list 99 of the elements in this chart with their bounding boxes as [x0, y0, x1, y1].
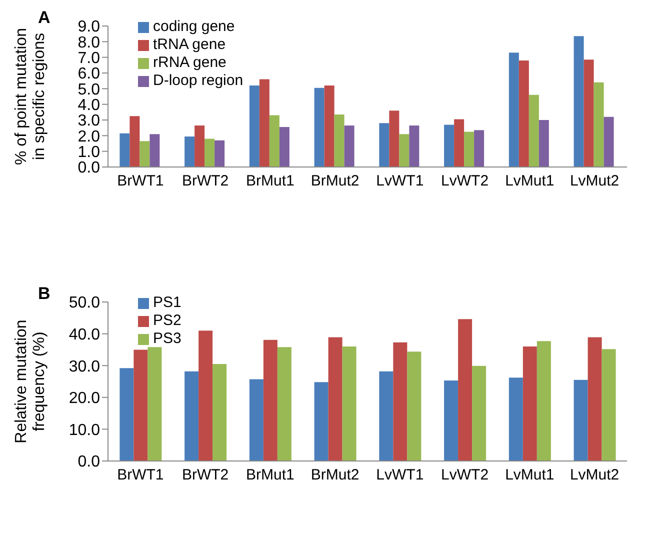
bar	[120, 368, 134, 461]
y-tick-label: 5.0	[78, 81, 100, 98]
y-tick-label: 3.0	[78, 112, 100, 130]
bar	[314, 382, 328, 461]
bar	[464, 132, 474, 167]
bar	[324, 86, 334, 167]
y-tick-label: 50.0	[68, 294, 100, 312]
bar	[269, 115, 280, 167]
bar	[194, 125, 205, 167]
bar	[444, 380, 458, 461]
x-tick-label: LvWT1	[376, 466, 424, 484]
y-tick-label: 40.0	[68, 326, 100, 344]
bar	[214, 140, 225, 167]
bar	[444, 124, 454, 167]
chart-title: A	[38, 8, 50, 28]
legend-label: rRNA gene	[153, 54, 226, 71]
legend-label: D-loop region	[153, 72, 244, 89]
bar	[148, 347, 162, 461]
x-tick-label: BrMut1	[246, 172, 294, 190]
bar	[602, 349, 616, 461]
bar	[198, 330, 213, 461]
y-tick-label: 4.0	[78, 97, 100, 114]
y-tick-label: 1.0	[78, 144, 100, 162]
bar	[407, 352, 422, 461]
bar	[458, 319, 472, 461]
bar	[212, 364, 227, 461]
y-axis-title: Relative mutation frequency (%)	[13, 320, 48, 444]
bar	[328, 337, 342, 461]
bar	[140, 141, 150, 167]
y-tick-label: 7.0	[78, 50, 100, 68]
bar	[454, 119, 464, 167]
legend-label: PS3	[153, 330, 182, 347]
x-tick-label: LvWT2	[441, 466, 489, 484]
bar	[134, 350, 148, 461]
bar	[399, 134, 410, 167]
x-tick-label: LvMut2	[570, 466, 620, 484]
bar	[393, 342, 408, 461]
y-axis-title: % of point mutation in specific regions	[13, 28, 48, 165]
bar	[518, 60, 529, 167]
bar	[120, 133, 130, 167]
bar	[249, 379, 264, 461]
x-tick-label: LvMut1	[505, 466, 554, 484]
bar	[536, 341, 551, 461]
bar	[344, 125, 354, 167]
y-tick-label: 9.0	[78, 18, 100, 36]
bar	[594, 82, 604, 167]
bar	[409, 125, 420, 167]
y-tick-label: 20.0	[68, 390, 100, 408]
bar	[263, 340, 278, 461]
bar	[184, 136, 195, 167]
chart-title: B	[38, 284, 50, 304]
bar	[538, 120, 549, 167]
bar	[508, 52, 519, 167]
x-tick-label: LvMut2	[570, 172, 620, 190]
bar	[334, 114, 344, 167]
bar	[249, 86, 260, 167]
bar	[204, 138, 215, 167]
bar	[588, 337, 602, 461]
y-tick-label: 30.0	[68, 358, 100, 376]
bar	[130, 116, 140, 167]
y-tick-label: 2.0	[78, 128, 100, 146]
bar	[574, 380, 588, 461]
y-tick-label: 0.0	[78, 160, 100, 177]
x-tick-label: BrWT1	[117, 172, 164, 190]
bar	[604, 116, 614, 167]
bar	[314, 88, 324, 167]
bar	[259, 79, 270, 167]
y-tick-label: 10.0	[68, 422, 100, 439]
bar	[528, 94, 539, 167]
bar	[508, 378, 523, 461]
bar	[389, 110, 400, 167]
bar	[184, 371, 199, 461]
bar	[474, 130, 484, 167]
bar	[584, 60, 594, 167]
bar	[279, 127, 290, 167]
x-tick-label: BrWT1	[117, 466, 164, 484]
x-tick-label: BrMut2	[310, 466, 360, 484]
legend-label: PS2	[153, 312, 182, 329]
x-tick-label: LvWT1	[376, 172, 424, 190]
y-tick-label: 0.0	[78, 454, 100, 471]
legend-label: tRNA gene	[153, 36, 226, 53]
bar	[574, 36, 584, 167]
y-tick-label: 6.0	[78, 66, 100, 83]
bar	[277, 347, 292, 461]
x-tick-label: BrWT2	[182, 466, 229, 484]
x-tick-label: LvWT2	[441, 172, 489, 190]
y-tick-label: 8.0	[78, 34, 100, 52]
x-tick-label: BrWT2	[182, 172, 229, 190]
bar	[379, 371, 394, 461]
bar	[472, 366, 486, 461]
bar	[150, 134, 160, 167]
legend-label: PS1	[153, 294, 182, 311]
bar	[379, 123, 390, 167]
legend-label: coding gene	[153, 18, 235, 35]
x-tick-label: LvMut1	[505, 172, 554, 190]
bar	[342, 346, 356, 461]
x-tick-label: BrMut2	[310, 172, 360, 190]
bar	[522, 346, 537, 461]
x-tick-label: BrMut1	[246, 466, 294, 484]
